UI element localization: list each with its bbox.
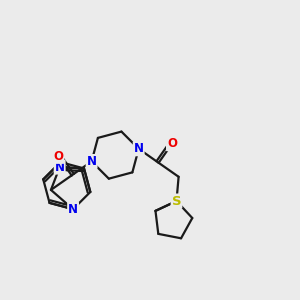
Text: O: O bbox=[53, 150, 63, 163]
Text: N: N bbox=[87, 155, 97, 168]
Text: N: N bbox=[68, 203, 78, 216]
Text: O: O bbox=[167, 137, 177, 150]
Text: S: S bbox=[172, 195, 181, 208]
Text: N: N bbox=[55, 161, 65, 174]
Text: N: N bbox=[134, 142, 144, 155]
